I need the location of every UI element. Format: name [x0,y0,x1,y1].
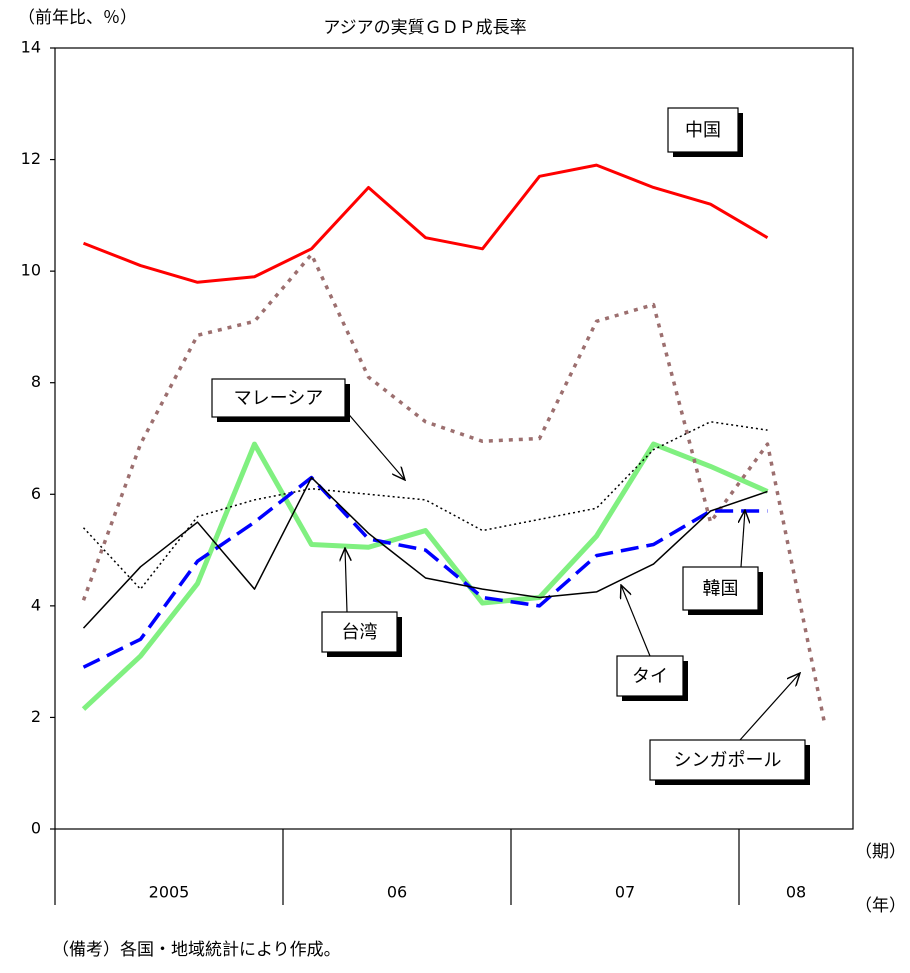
x-group-label: （年） [855,896,906,916]
series-line [82,475,768,669]
legend-item: 台湾 [321,548,402,657]
label-box [649,739,806,781]
y-tick-label: 4 [31,595,41,614]
x-axis-label: （期） [855,842,906,862]
legend-item: マレーシア [211,378,405,480]
annotation-arrow [741,510,745,568]
legend-label: 韓国 [703,579,739,600]
label-box [211,378,346,418]
label-box [667,107,739,153]
series-line [81,441,769,711]
annotation-arrow [345,548,347,613]
series-line [82,421,768,590]
legend-label: マレーシア [234,388,324,409]
x-group-tick-label: 07 [615,883,635,902]
label-box [321,611,398,653]
plot-frame [54,47,854,830]
series-line [81,252,827,724]
series-line [82,476,768,629]
note: （備考）各国・地域統計により作成。 [52,940,341,960]
series-line [82,163,769,284]
chart-title: アジアの実質ＧＤＰ成長率 [323,18,526,38]
label-box [616,655,684,697]
y-tick-label: 14 [21,38,41,57]
x-group-tick-label: 2005 [149,883,190,902]
y-tick-label: 0 [31,819,41,838]
legend-item: 韓国 [682,510,763,615]
y-tick-label: 12 [21,149,41,168]
legend-item: タイ [616,585,688,701]
legend-label: 中国 [685,120,721,141]
y-tick-label: 10 [21,261,41,280]
annotation-arrow [621,585,651,657]
legend-label: 台湾 [342,622,378,643]
annotation-arrow [739,673,800,741]
annotation-arrow [344,409,405,480]
y-tick-label: 6 [31,484,41,503]
legend-label: シンガポール [674,750,782,771]
y-axis-label: （前年比、％） [18,8,137,28]
x-group-tick-label: 08 [786,883,806,902]
label-box [682,566,759,611]
legend-label: タイ [632,666,668,687]
x-group-tick-label: 06 [387,883,407,902]
y-tick-label: 8 [31,372,41,391]
legend-item: シンガポール [649,673,810,785]
legend-item: 中国 [667,107,743,157]
y-tick-label: 2 [31,707,41,726]
